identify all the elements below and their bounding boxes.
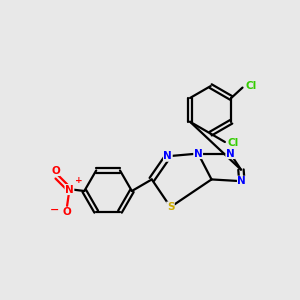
Text: O: O <box>51 166 60 176</box>
Text: O: O <box>63 207 71 218</box>
Text: −: − <box>50 205 59 215</box>
Text: N: N <box>164 151 172 161</box>
Text: N: N <box>194 148 203 159</box>
Text: S: S <box>167 202 174 212</box>
Text: N: N <box>65 184 74 194</box>
Text: N: N <box>226 148 235 159</box>
Text: Cl: Cl <box>228 138 239 148</box>
Text: N: N <box>238 176 246 186</box>
Text: +: + <box>75 176 82 185</box>
Text: Cl: Cl <box>245 81 256 91</box>
